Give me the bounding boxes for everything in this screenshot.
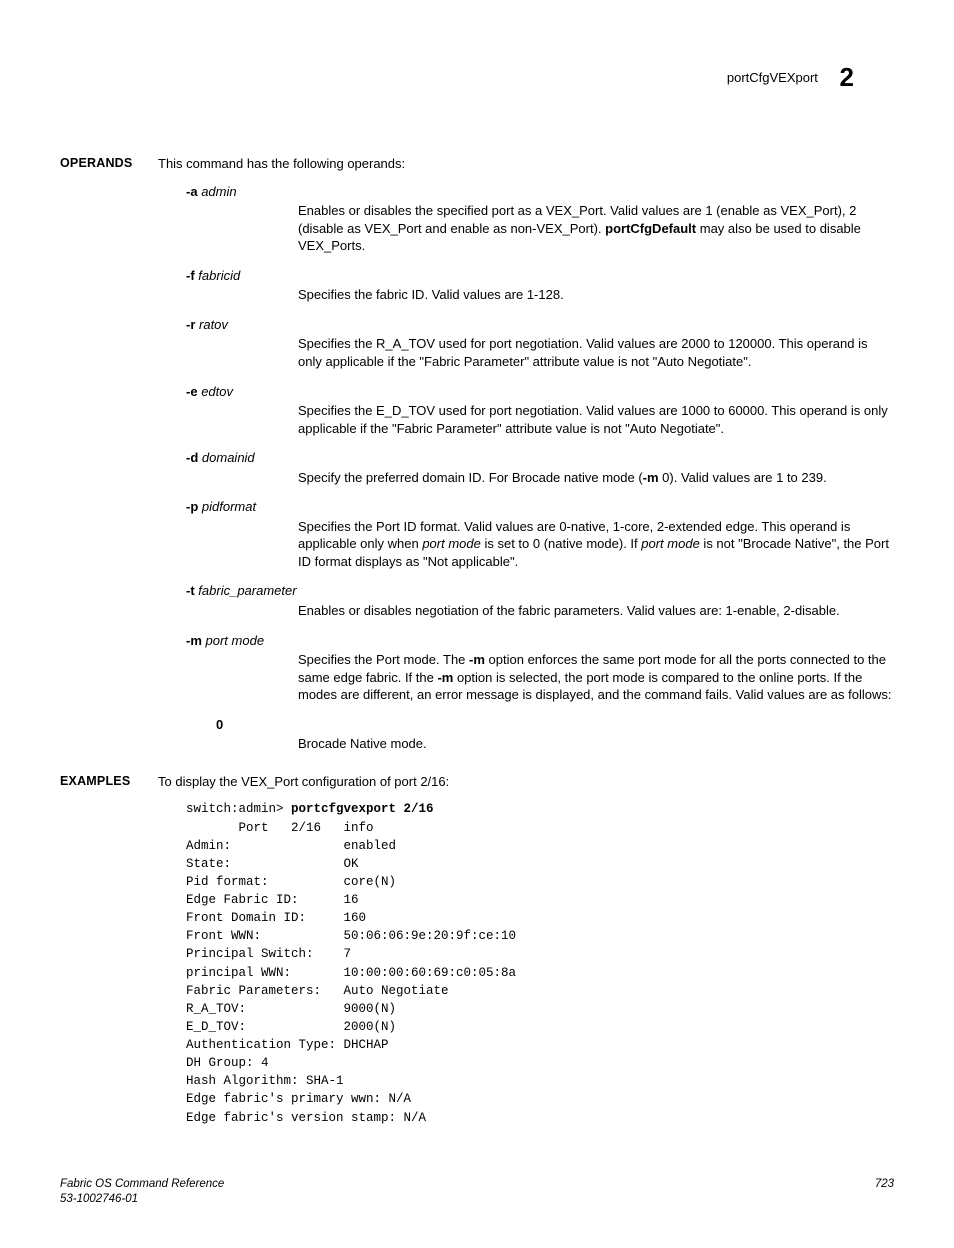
operand-term: -d domainid: [186, 449, 894, 467]
operand-arg: fabric_parameter: [198, 583, 296, 598]
operand-desc: Specifies the E_D_TOV used for port nego…: [298, 402, 894, 437]
operand-arg: domainid: [202, 450, 255, 465]
operand-flag: -e: [186, 384, 198, 399]
operand-term: -e edtov: [186, 383, 894, 401]
operand-term: -f fabricid: [186, 267, 894, 285]
operand-subvalue: 0 Brocade Native mode.: [158, 716, 894, 753]
footer-left: Fabric OS Command Reference 53-1002746-0…: [60, 1177, 224, 1208]
operand-item: -t fabric_parameter Enables or disables …: [158, 582, 894, 619]
operand-term: -m port mode: [186, 632, 894, 650]
footer-docnum: 53-1002746-01: [60, 1192, 224, 1208]
code-block: switch:admin> portcfgvexport 2/16 Port 2…: [186, 800, 894, 1126]
operand-desc: Enables or disables negotiation of the f…: [298, 602, 894, 620]
code-command: portcfgvexport 2/16: [291, 802, 434, 816]
operand-item: -r ratov Specifies the R_A_TOV used for …: [158, 316, 894, 371]
examples-label: EXAMPLES: [60, 773, 158, 1127]
page-header: portCfgVEXport 2: [60, 60, 894, 95]
code-output: Port 2/16 info Admin: enabled State: OK …: [186, 821, 516, 1125]
operands-label: OPERANDS: [60, 155, 158, 765]
operand-term: -p pidformat: [186, 498, 894, 516]
examples-body: To display the VEX_Port configuration of…: [158, 773, 894, 1127]
operand-arg: admin: [201, 184, 236, 199]
operand-desc: Specifies the Port ID format. Valid valu…: [298, 518, 894, 571]
operand-item: -e edtov Specifies the E_D_TOV used for …: [158, 383, 894, 438]
operand-flag: -t: [186, 583, 195, 598]
operand-arg: pidformat: [202, 499, 256, 514]
operand-term: -r ratov: [186, 316, 894, 334]
operand-flag: -r: [186, 317, 195, 332]
operand-arg: fabricid: [198, 268, 240, 283]
operand-desc: Specify the preferred domain ID. For Bro…: [298, 469, 894, 487]
operand-flag: -m: [186, 633, 202, 648]
operand-arg: edtov: [201, 384, 233, 399]
footer-title: Fabric OS Command Reference: [60, 1177, 224, 1193]
operand-item: -m port mode Specifies the Port mode. Th…: [158, 632, 894, 704]
examples-intro: To display the VEX_Port configuration of…: [158, 773, 894, 791]
operand-arg: port mode: [206, 633, 265, 648]
operands-body: This command has the following operands:…: [158, 155, 894, 765]
operand-desc: Enables or disables the specified port a…: [298, 202, 894, 255]
operand-flag: -p: [186, 499, 198, 514]
examples-section: EXAMPLES To display the VEX_Port configu…: [60, 773, 894, 1127]
header-chapter: 2: [840, 60, 854, 95]
operands-intro: This command has the following operands:: [158, 155, 894, 173]
page-footer: Fabric OS Command Reference 53-1002746-0…: [60, 1177, 894, 1208]
operand-flag: -d: [186, 450, 198, 465]
operand-flag: -a: [186, 184, 198, 199]
operand-desc: Specifies the R_A_TOV used for port nego…: [298, 335, 894, 370]
operand-item: -d domainid Specify the preferred domain…: [158, 449, 894, 486]
operand-term: -a admin: [186, 183, 894, 201]
operand-term: -t fabric_parameter: [186, 582, 894, 600]
operand-flag: -f: [186, 268, 195, 283]
operands-section: OPERANDS This command has the following …: [60, 155, 894, 765]
footer-pagenum: 723: [875, 1177, 894, 1208]
header-command: portCfgVEXport: [727, 69, 818, 87]
code-prompt: switch:admin>: [186, 802, 291, 816]
subvalue-desc: Brocade Native mode.: [298, 735, 894, 753]
operand-item: -f fabricid Specifies the fabric ID. Val…: [158, 267, 894, 304]
subvalue-term: 0: [216, 716, 894, 734]
operand-arg: ratov: [199, 317, 228, 332]
operand-desc: Specifies the Port mode. The -m option e…: [298, 651, 894, 704]
operand-item: -a admin Enables or disables the specifi…: [158, 183, 894, 255]
operand-item: -p pidformat Specifies the Port ID forma…: [158, 498, 894, 570]
operand-desc: Specifies the fabric ID. Valid values ar…: [298, 286, 894, 304]
